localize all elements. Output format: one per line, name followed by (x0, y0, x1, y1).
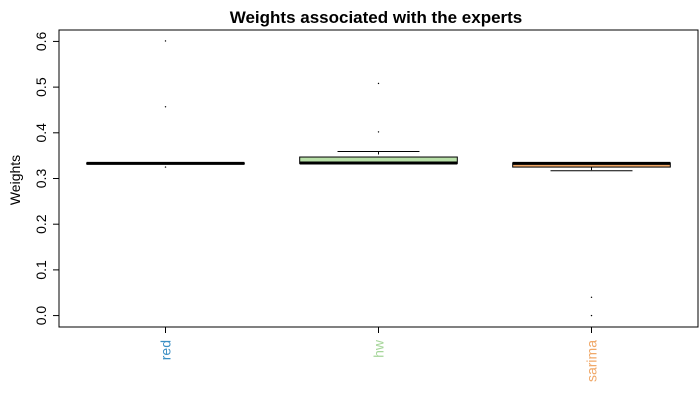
y-axis: 0.0 0.1 0.2 0.3 0.4 0.5 0.6 (33, 31, 59, 325)
box-sarima (512, 161, 671, 317)
box-hw (299, 82, 458, 165)
y-axis-label: Weights (7, 155, 23, 205)
x-tick-label-red: red (158, 340, 174, 360)
outlier-point (377, 82, 380, 85)
boxes (86, 40, 671, 317)
chart-title: Weights associated with the experts (230, 8, 523, 27)
outlier-point (164, 40, 167, 42)
box-red (86, 40, 245, 168)
plot-frame (58, 29, 699, 328)
outlier-point (590, 314, 593, 317)
y-tick-label: 0.1 (33, 260, 49, 280)
outlier-point (164, 166, 167, 168)
outlier-point (590, 296, 593, 298)
y-tick-label: 0.4 (33, 123, 49, 143)
y-tick-label: 0.0 (33, 306, 49, 326)
x-tick-label-sarima: sarima (584, 340, 600, 382)
y-tick-label: 0.6 (33, 31, 49, 51)
y-tick-label: 0.3 (33, 169, 49, 189)
x-tick-label-hw: hw (371, 339, 387, 358)
y-tick-label: 0.2 (33, 214, 49, 234)
outlier-point (164, 106, 167, 108)
y-tick-label: 0.5 (33, 77, 49, 97)
outlier-point (377, 131, 380, 133)
x-axis: red hw sarima (158, 327, 600, 382)
